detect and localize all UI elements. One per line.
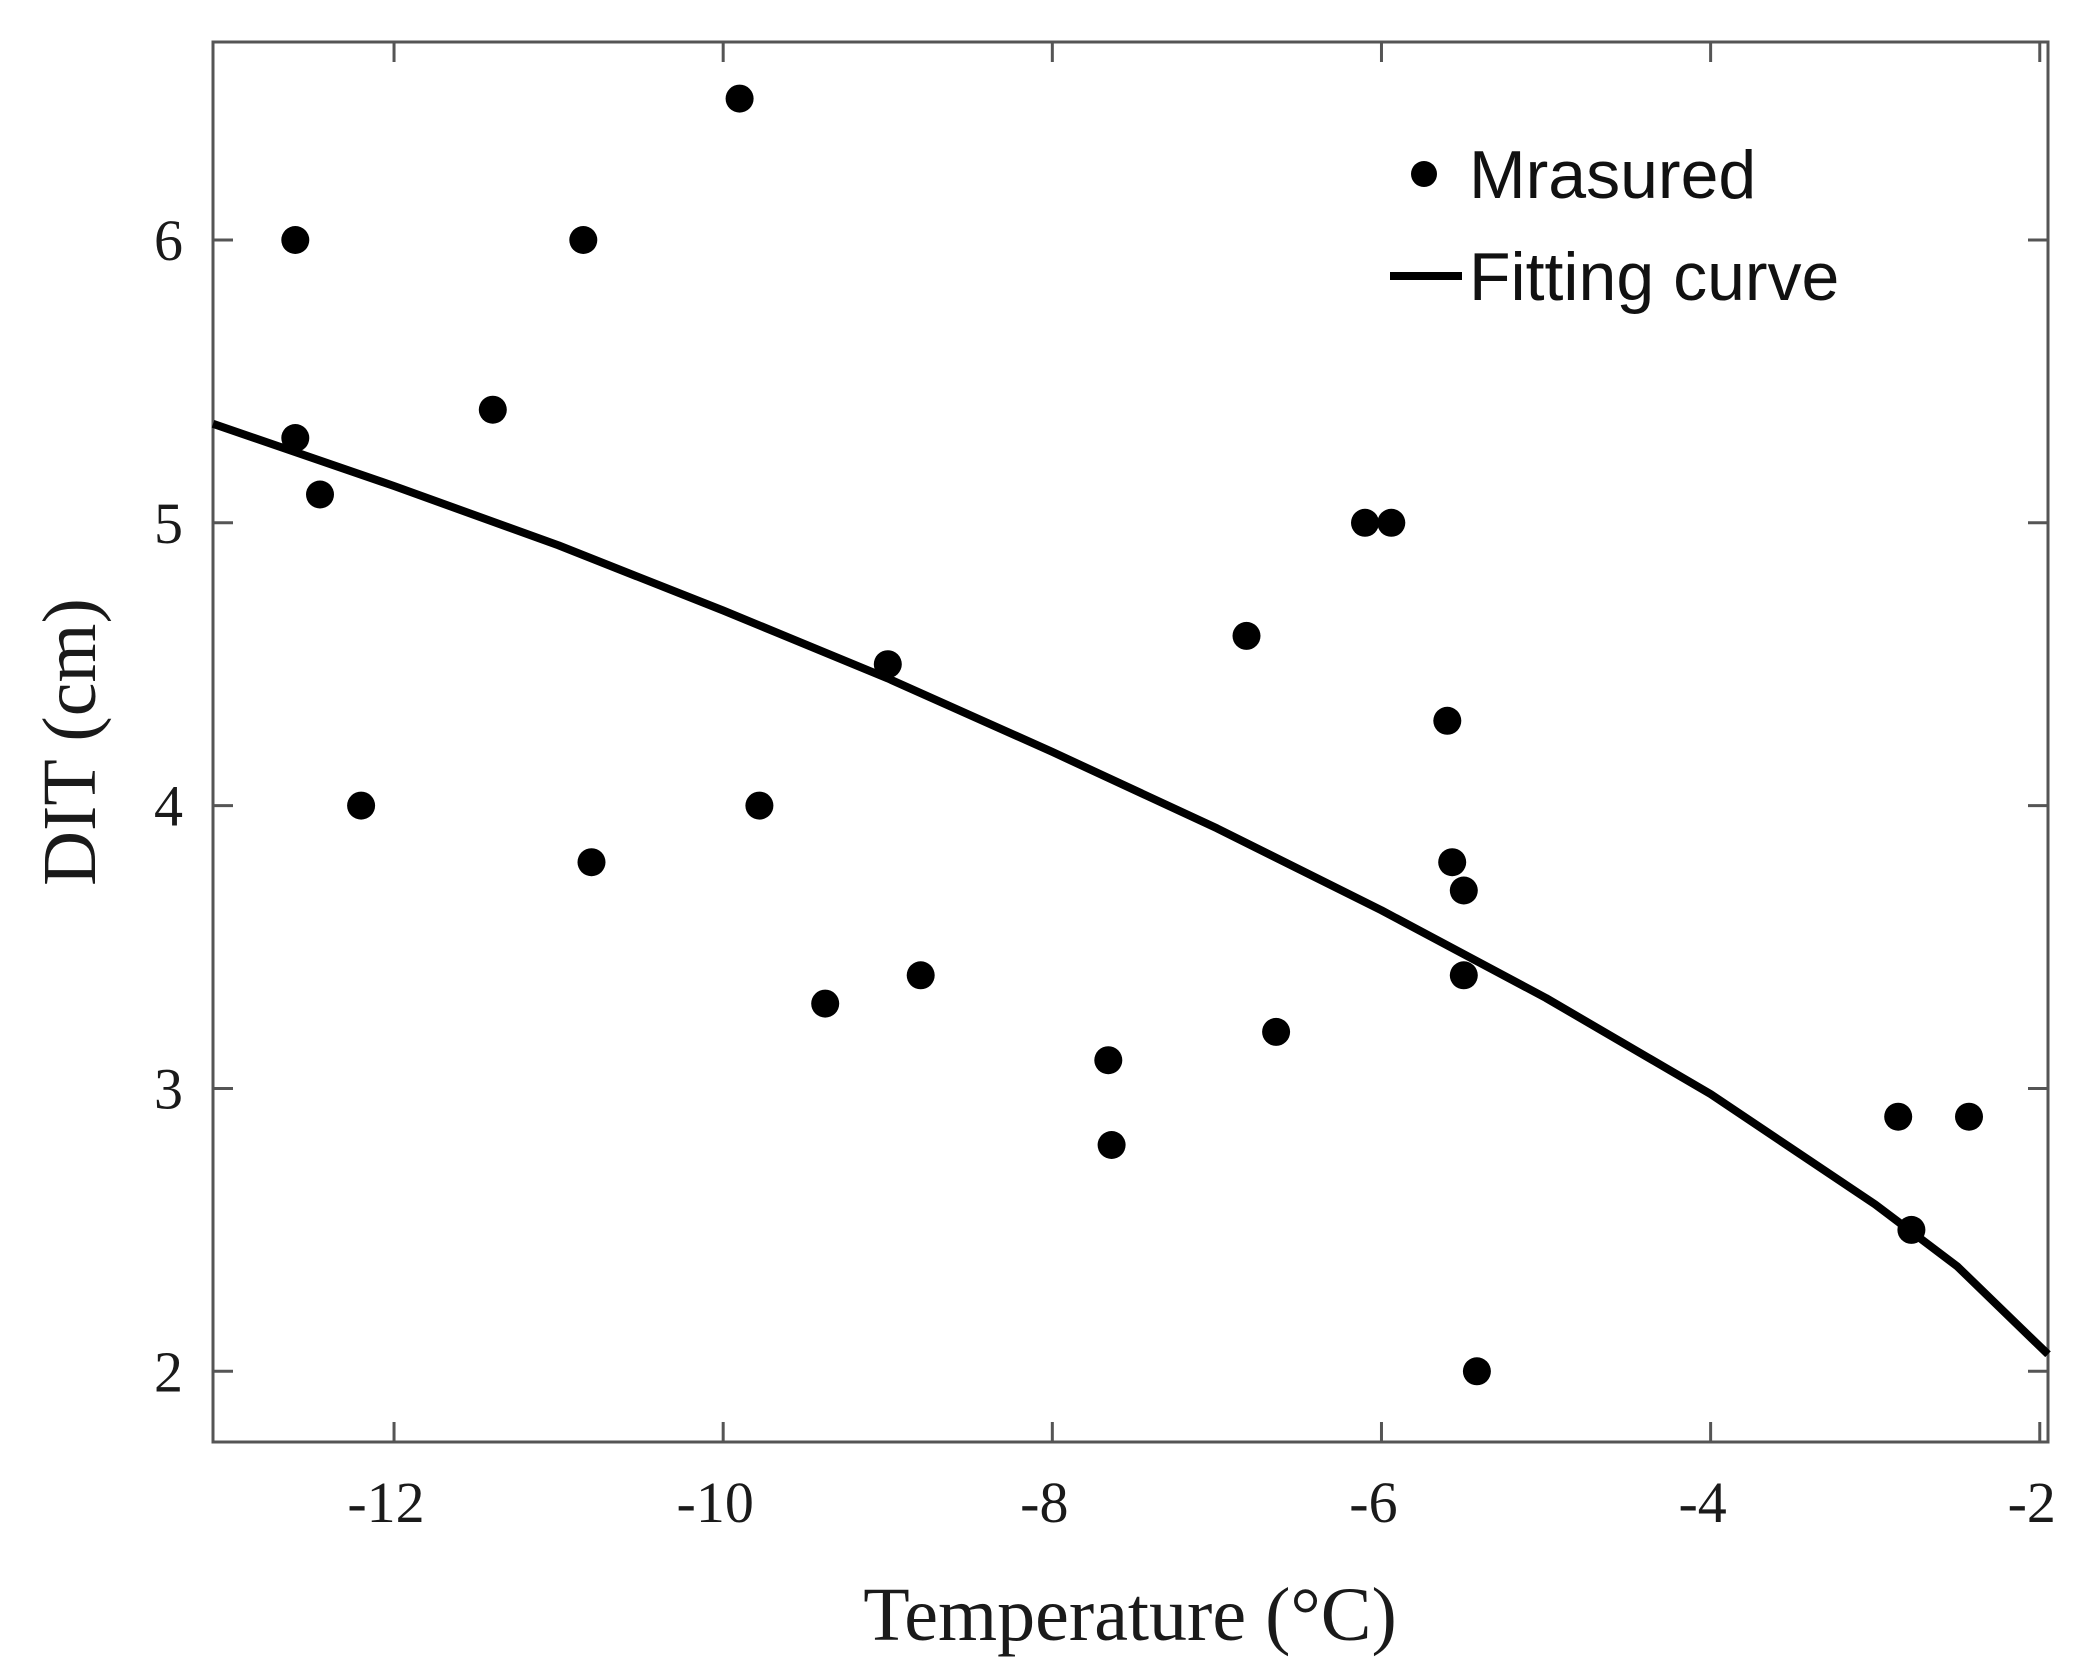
x-tick-label: -4 (1678, 1470, 1726, 1535)
measured-point (1433, 706, 1462, 735)
measured-point (478, 395, 507, 424)
measured-point (1449, 876, 1478, 905)
measured-point (1955, 1102, 1983, 1131)
measured-point (1462, 1357, 1491, 1386)
measured-point (1377, 508, 1406, 537)
measured-point (1438, 848, 1467, 877)
y-tick-label: 2 (154, 1339, 183, 1404)
legend-label-measured: Mrasured (1469, 137, 1756, 213)
plot-frame (211, 40, 2050, 1444)
x-tick-label: -12 (347, 1470, 424, 1535)
measured-point (306, 480, 334, 509)
measured-point (1884, 1102, 1913, 1131)
measured-point (1097, 1131, 1126, 1159)
measured-point (347, 791, 376, 820)
measured-point (1232, 621, 1261, 650)
measured-point (281, 424, 310, 452)
measured-points (281, 84, 1983, 1386)
y-tick-label: 4 (154, 774, 183, 839)
x-tick-label: -10 (677, 1470, 754, 1535)
y-axis-title: DIT (cm) (28, 598, 112, 886)
y-tick-label: 3 (154, 1056, 183, 1121)
measured-point (1449, 961, 1478, 990)
x-axis-ticks: -12 -10 -8 -6 -4 -2 (347, 42, 2056, 1535)
measured-point (745, 791, 774, 820)
measured-point (906, 961, 935, 990)
legend: Mrasured Fitting curve (1390, 137, 1839, 315)
measured-point (1897, 1215, 1926, 1244)
measured-point (873, 650, 902, 679)
measured-point (281, 226, 310, 254)
measured-point (811, 989, 840, 1018)
measured-point (569, 226, 598, 254)
legend-label-fitting: Fitting curve (1469, 239, 1839, 315)
y-tick-label: 6 (154, 208, 183, 273)
measured-point (1351, 508, 1379, 537)
x-tick-label: -2 (2008, 1470, 2056, 1535)
x-axis-title: Temperature (°C) (863, 1573, 1397, 1657)
measured-point (577, 848, 606, 877)
measured-point (1262, 1017, 1291, 1046)
legend-marker-measured (1411, 161, 1437, 187)
x-tick-label: -8 (1020, 1470, 1068, 1535)
y-axis-ticks: 2 3 4 5 6 (154, 208, 2048, 1404)
measured-point (1094, 1046, 1123, 1075)
x-tick-label: -6 (1349, 1470, 1397, 1535)
measured-point (725, 84, 754, 113)
y-tick-label: 5 (154, 491, 183, 556)
fitting-curve-line (211, 420, 2051, 1358)
